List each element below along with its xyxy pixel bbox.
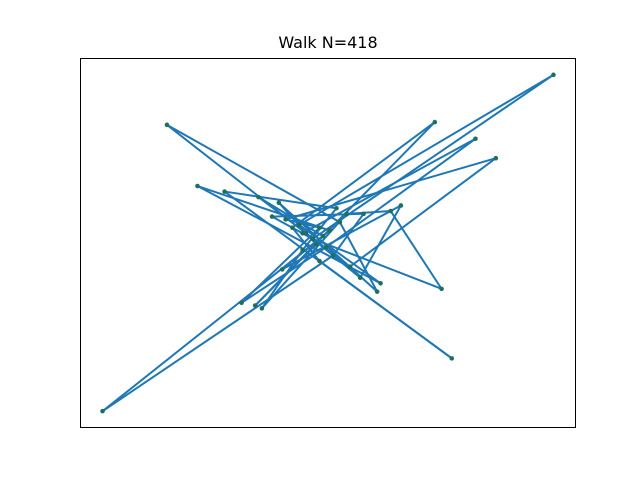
walk-segment [349, 157, 497, 268]
walk-segment [223, 190, 338, 210]
walk-segment [389, 210, 443, 290]
walk-point [347, 264, 353, 269]
walk-point [100, 408, 105, 414]
walk-segment [165, 123, 341, 224]
walk-point [374, 289, 380, 294]
plot-frame [80, 58, 576, 428]
walk-point [164, 122, 170, 128]
walk-segment [345, 210, 392, 215]
walk-segment [311, 237, 443, 290]
walk-point [256, 194, 261, 200]
walk-point [361, 211, 366, 217]
walk-point [222, 189, 227, 194]
walk-segment [311, 73, 555, 240]
walk-point [290, 225, 295, 231]
walk-point [313, 242, 319, 247]
walk-segment [196, 185, 331, 232]
walk-point [259, 306, 265, 311]
walk-point [279, 267, 285, 272]
walk-point [449, 356, 455, 361]
walk-segment [325, 137, 477, 249]
walk-point [283, 217, 288, 222]
walk-point [357, 275, 363, 281]
walk-point [269, 214, 275, 219]
walk-point [337, 219, 343, 225]
walk-point [310, 236, 316, 242]
walk-segment [298, 73, 555, 226]
chart-title: Walk N=418 [278, 33, 378, 52]
walk-point [252, 303, 258, 308]
walk-point [300, 247, 305, 253]
walk-segment [101, 254, 335, 413]
walk-point [551, 72, 556, 78]
walk-point [317, 258, 322, 264]
walk-point [276, 200, 282, 205]
walk-point [432, 119, 438, 125]
walk-segment [260, 212, 348, 310]
walk-point [320, 233, 326, 239]
series-layer [100, 72, 556, 414]
walk-point [398, 203, 404, 208]
walk-segment [223, 190, 453, 360]
walk-point [378, 281, 383, 286]
walk-point [439, 286, 444, 292]
walk-point [473, 136, 478, 142]
walk-segment [165, 123, 307, 235]
walk-point [327, 228, 332, 233]
walk-segment [260, 248, 304, 310]
walk-point [344, 211, 349, 217]
walk-point [239, 300, 244, 306]
walk-point [303, 230, 309, 236]
walk-point [334, 205, 339, 211]
walk-point [330, 253, 336, 258]
walk-point [324, 244, 329, 250]
walk-point [296, 222, 302, 228]
walk-segment [284, 157, 497, 221]
walk-point [493, 155, 499, 161]
walk-point [388, 208, 394, 214]
walk-point [317, 225, 322, 231]
walk-point [195, 183, 200, 189]
walk-segment [291, 121, 436, 229]
walk-point [300, 230, 305, 236]
